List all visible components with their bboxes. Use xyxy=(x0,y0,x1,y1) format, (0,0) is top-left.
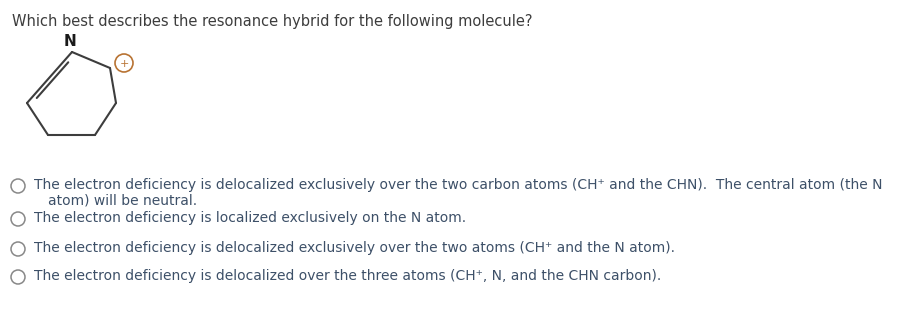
Text: The electron deficiency is localized exclusively on the N atom.: The electron deficiency is localized exc… xyxy=(34,211,466,225)
Text: The electron deficiency is delocalized exclusively over the two atoms (CH⁺ and t: The electron deficiency is delocalized e… xyxy=(34,241,675,255)
Text: +: + xyxy=(119,59,128,69)
Text: atom) will be neutral.: atom) will be neutral. xyxy=(48,194,197,208)
Text: The electron deficiency is delocalized over the three atoms (CH⁺, N, and the CHN: The electron deficiency is delocalized o… xyxy=(34,269,662,283)
Text: Which best describes the resonance hybrid for the following molecule?: Which best describes the resonance hybri… xyxy=(12,14,532,29)
Text: N: N xyxy=(64,34,77,49)
Text: The electron deficiency is delocalized exclusively over the two carbon atoms (CH: The electron deficiency is delocalized e… xyxy=(34,178,882,192)
